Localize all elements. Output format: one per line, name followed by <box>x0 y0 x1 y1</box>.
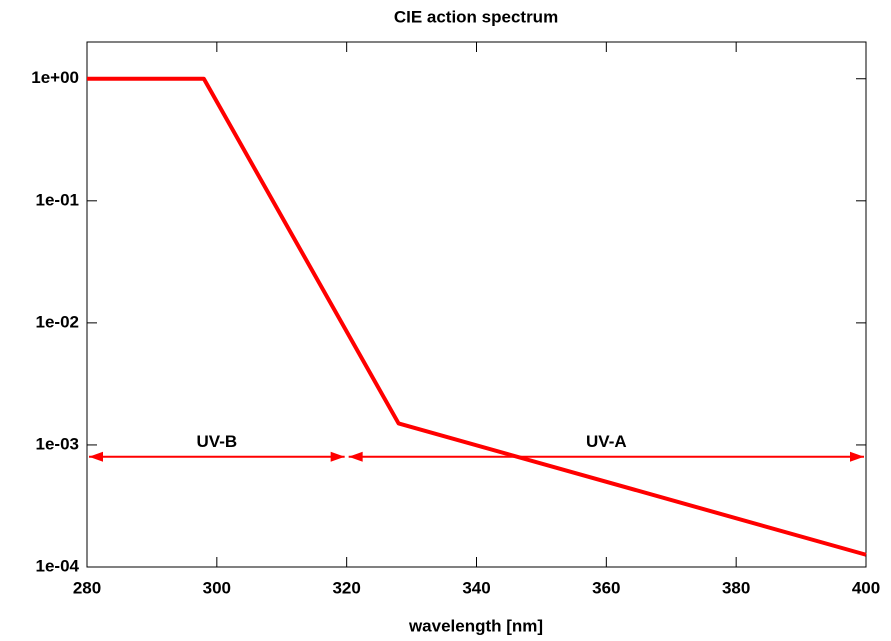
y-tick-label: 1e+00 <box>31 68 79 87</box>
x-tick-label: 360 <box>592 578 620 597</box>
data-line <box>87 76 867 557</box>
range-arrow <box>89 451 345 462</box>
x-axis-label: wavelength [nm] <box>408 616 543 635</box>
y-tick-label: 1e-03 <box>36 434 79 453</box>
x-tick-label: 340 <box>462 578 490 597</box>
y-tick-label: 1e-01 <box>36 190 79 209</box>
arrow-head <box>89 451 103 462</box>
x-tick-label: 400 <box>852 578 880 597</box>
x-tick-label: 300 <box>203 578 231 597</box>
x-tick-label: 320 <box>332 578 360 597</box>
x-tick-label: 280 <box>73 578 101 597</box>
plot-frame <box>86 41 867 568</box>
arrow-head <box>330 451 345 462</box>
chart-title: CIE action spectrum <box>394 7 558 26</box>
y-tick-label: 1e-04 <box>36 556 80 575</box>
arrow-head <box>348 451 363 462</box>
y-tick-label: 1e-02 <box>36 312 79 331</box>
range-arrow <box>348 451 864 462</box>
annotation-label: UV-B <box>197 432 238 451</box>
x-tick-label: 380 <box>722 578 750 597</box>
arrow-head <box>850 451 864 462</box>
annotation-label: UV-A <box>586 432 627 451</box>
